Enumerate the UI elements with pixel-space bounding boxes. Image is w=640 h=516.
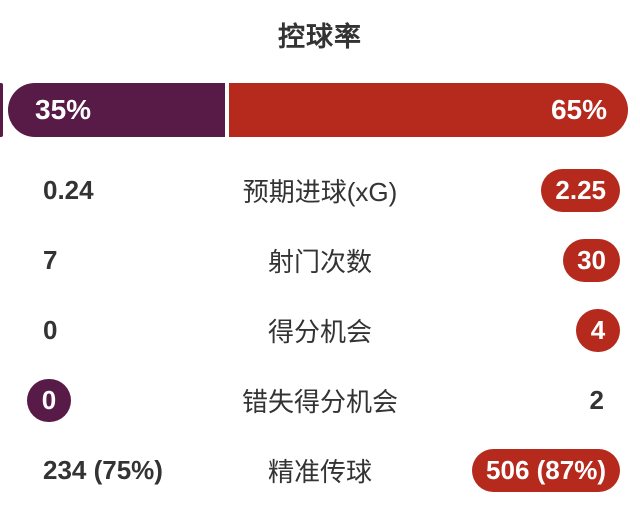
home-value-cell: 0 — [0, 378, 170, 422]
away-value-cell: 30 — [470, 238, 640, 282]
away-value-pill: 4 — [576, 308, 620, 352]
stat-label: 预期进球(xG) — [242, 176, 398, 207]
home-value: 234 (75%) — [43, 454, 163, 485]
bar-left-edge-fragment — [0, 83, 3, 137]
home-value: 0 — [43, 314, 58, 345]
away-value-cell: 2.25 — [470, 168, 640, 212]
home-value-cell: 0 — [0, 315, 170, 346]
possession-bar: 35% 65% — [8, 83, 628, 137]
possession-away-segment: 65% — [229, 83, 628, 137]
stat-label: 得分机会 — [267, 316, 372, 347]
possession-home-segment: 35% — [8, 83, 225, 137]
stat-row-big-chances: 0 得分机会 4 — [0, 295, 640, 365]
away-value-cell: 2 — [470, 385, 640, 416]
away-value-pill: 2.25 — [541, 168, 620, 212]
stat-row-xg: 0.24 预期进球(xG) 2.25 — [0, 155, 640, 225]
home-value: 0.24 — [43, 174, 94, 205]
home-value-cell: 0.24 — [0, 175, 170, 206]
home-value-cell: 234 (75%) — [0, 455, 170, 486]
away-value-cell: 4 — [470, 308, 640, 352]
possession-away-label: 65% — [550, 94, 607, 125]
stat-label: 精准传球 — [267, 456, 372, 487]
home-value-pill: 0 — [27, 378, 71, 422]
possession-home-label: 35% — [35, 94, 92, 125]
home-value-cell: 7 — [0, 245, 170, 276]
home-value: 7 — [43, 244, 58, 275]
stat-row-shots: 7 射门次数 30 — [0, 225, 640, 295]
away-value-cell: 506 (87%) — [470, 448, 640, 492]
stat-label: 射门次数 — [267, 246, 372, 277]
stat-row-big-chances-missed: 0 错失得分机会 2 — [0, 365, 640, 435]
page-title: 控球率 — [278, 22, 362, 52]
away-value: 2 — [589, 384, 604, 415]
away-value-pill: 30 — [563, 238, 620, 282]
stat-row-accurate-passes: 234 (75%) 精准传球 506 (87%) — [0, 435, 640, 505]
away-value-pill: 506 (87%) — [472, 448, 620, 492]
stats-list: 0.24 预期进球(xG) 2.25 7 射门次数 30 0 得分机会 4 — [0, 155, 640, 505]
stat-label: 错失得分机会 — [241, 386, 398, 417]
